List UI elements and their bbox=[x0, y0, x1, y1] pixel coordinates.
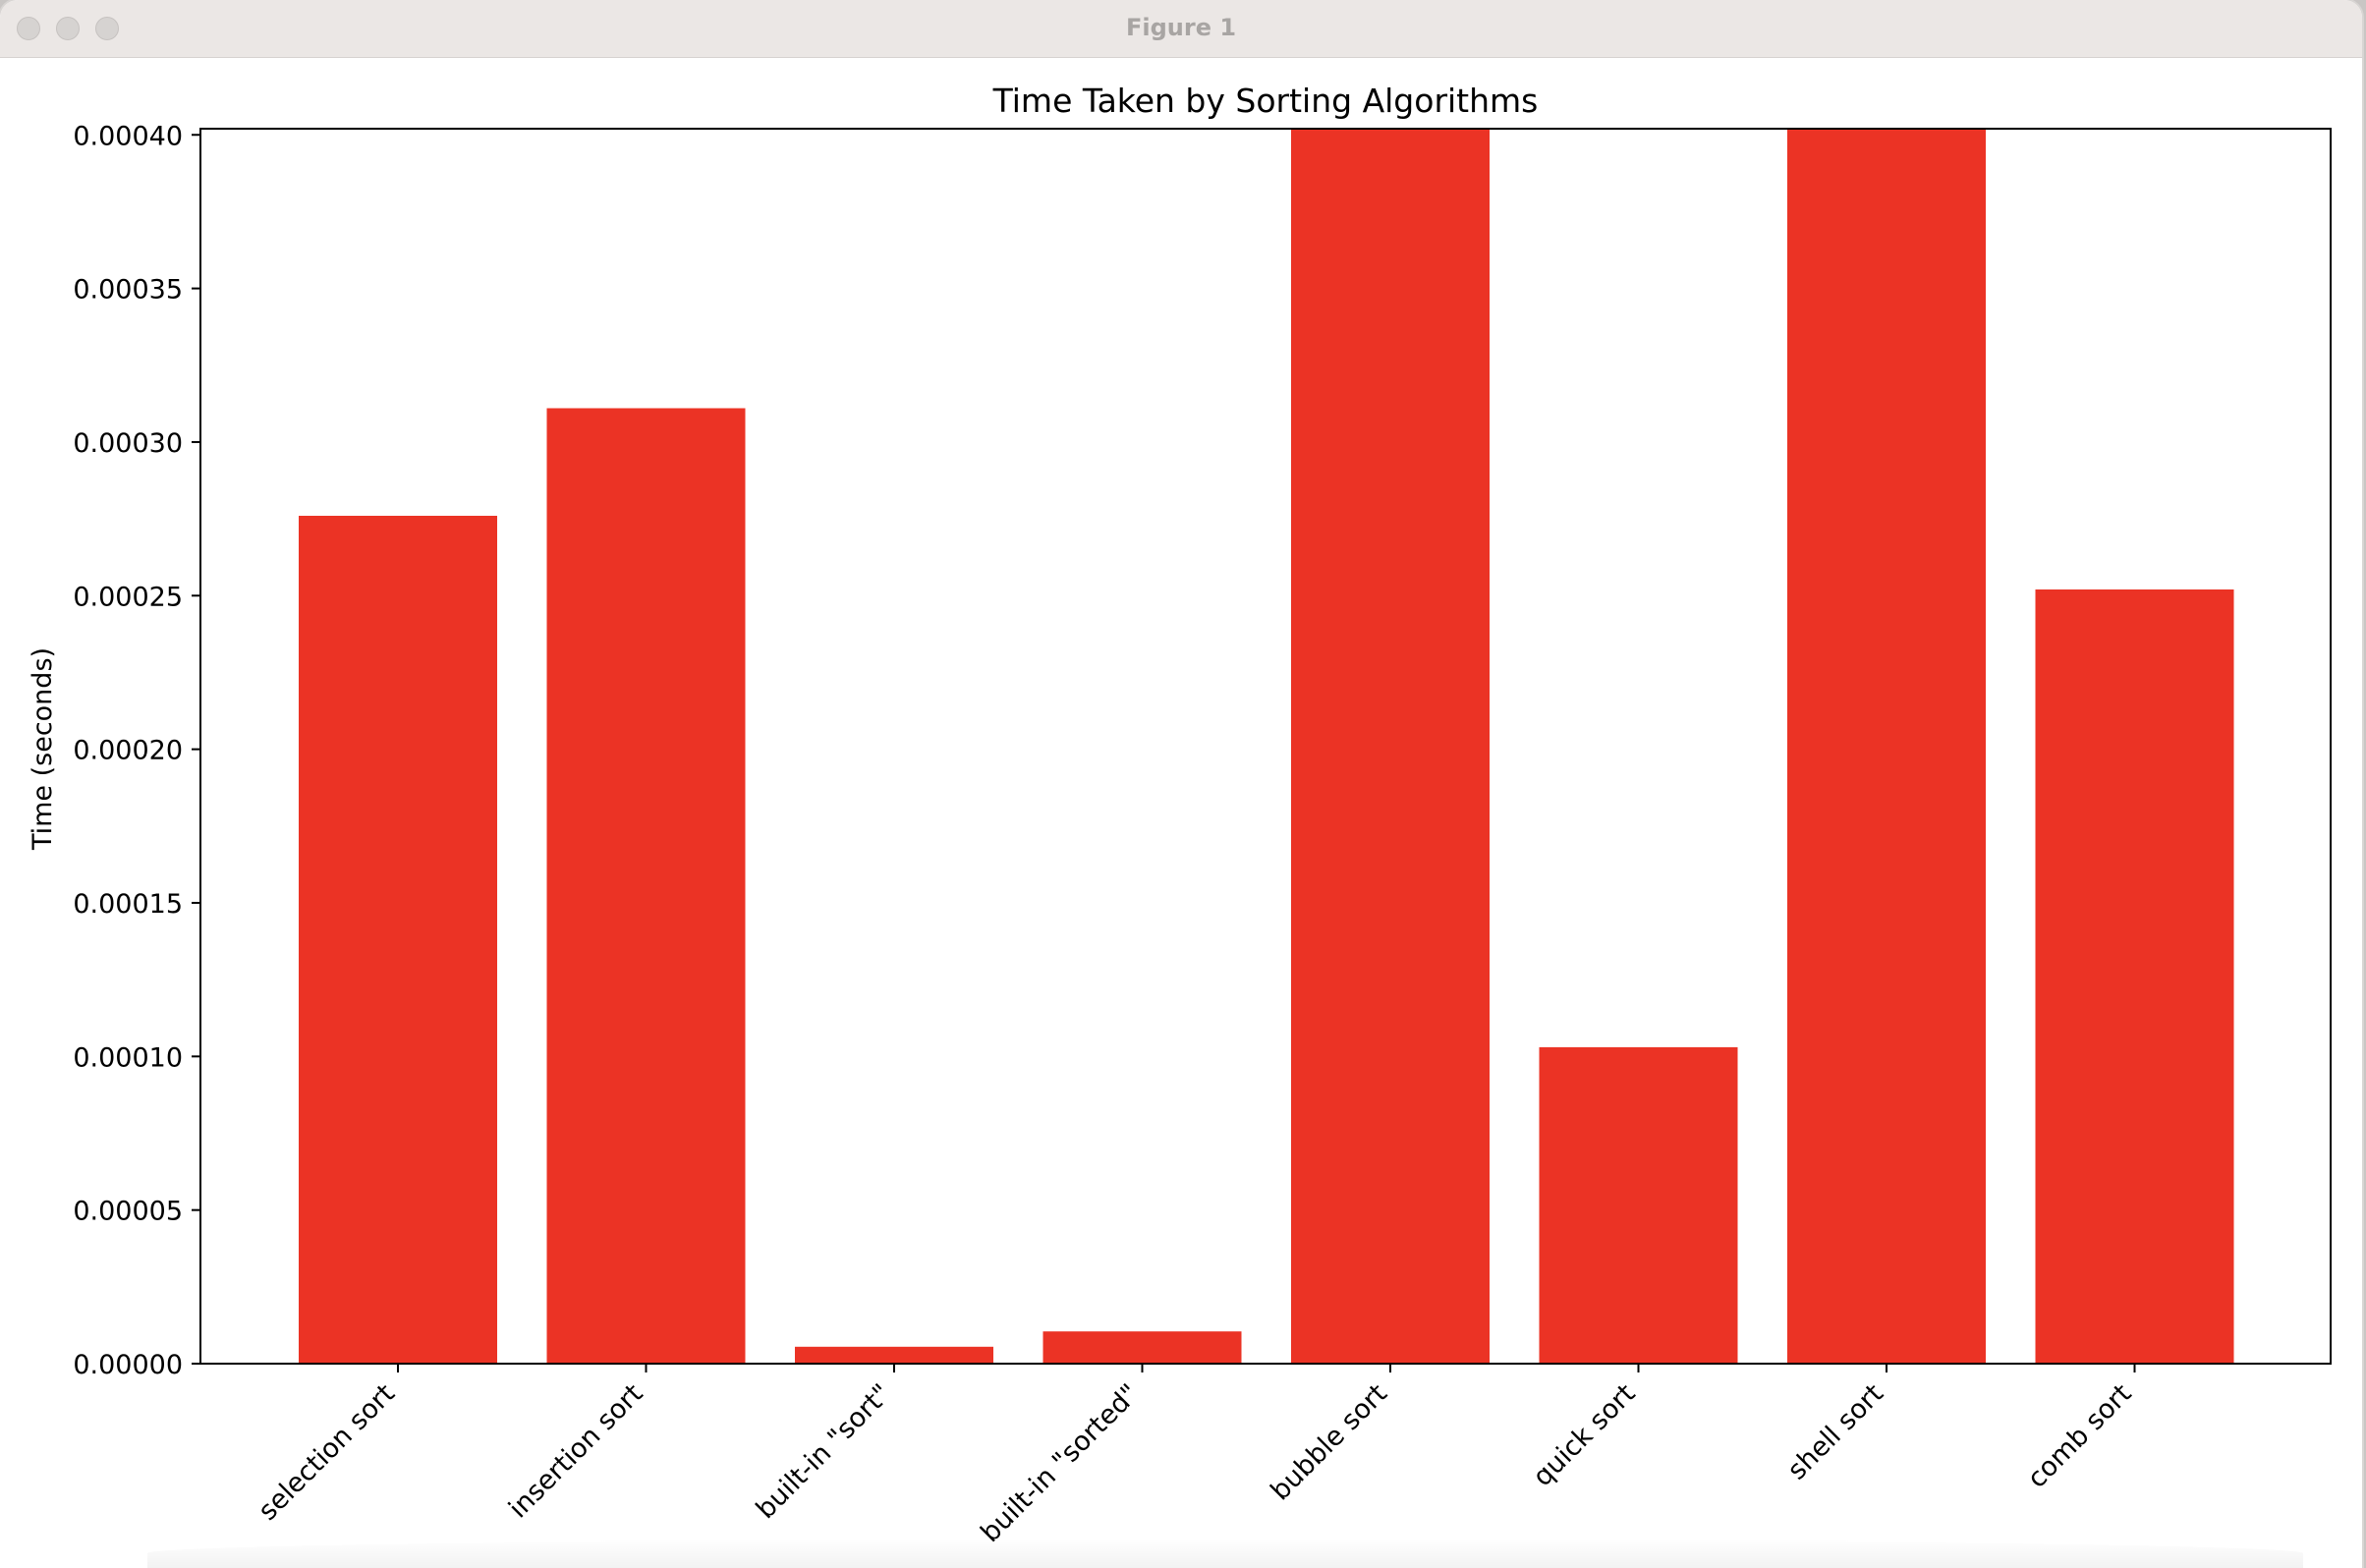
bars-group bbox=[299, 129, 2234, 1364]
x-tick-label: insertion sort bbox=[503, 1378, 648, 1524]
bar-1 bbox=[546, 408, 746, 1364]
bar-2 bbox=[795, 1346, 993, 1364]
y-tick-label: 0.00025 bbox=[73, 582, 183, 612]
bar-4 bbox=[1291, 129, 1490, 1364]
chart-title: Time Taken by Sorting Algorithms bbox=[992, 82, 1539, 120]
y-tick-label: 0.00040 bbox=[73, 121, 183, 151]
bar-3 bbox=[1042, 1331, 1242, 1364]
x-tick-label: comb sort bbox=[2022, 1378, 2138, 1494]
y-tick-label: 0.00030 bbox=[73, 428, 183, 459]
x-tick-label: quick sort bbox=[1527, 1378, 1641, 1492]
minimize-button[interactable] bbox=[56, 17, 80, 40]
bar-6 bbox=[1787, 129, 1986, 1364]
plot-frame bbox=[199, 128, 2332, 1365]
x-tick-label: shell sort bbox=[1782, 1378, 1889, 1485]
y-tick-label: 0.00010 bbox=[73, 1042, 183, 1073]
x-tick-label: selection sort bbox=[253, 1378, 401, 1527]
x-tick-label: bubble sort bbox=[1265, 1378, 1392, 1506]
title-bar[interactable]: Figure 1 bbox=[0, 0, 2362, 58]
zoom-button[interactable] bbox=[95, 17, 119, 40]
bar-7 bbox=[2035, 589, 2234, 1364]
y-axis-label: Time (seconds) bbox=[28, 647, 58, 851]
x-tick-label: built-in "sort" bbox=[751, 1378, 897, 1525]
x-tick-label: built-in "sorted" bbox=[975, 1378, 1145, 1548]
y-ticks-group: 0.00000 0.00005 0.00010 0.00015 0.00020 0.000… bbox=[73, 121, 200, 1380]
y-tick-label: 0.00035 bbox=[73, 275, 183, 306]
close-button[interactable] bbox=[17, 17, 40, 40]
x-ticks-group: selection sort insertion sort built-in "so… bbox=[253, 1364, 2137, 1548]
window-title: Figure 1 bbox=[1125, 14, 1237, 41]
bar-0 bbox=[299, 516, 497, 1364]
y-tick-label: 0.00020 bbox=[73, 736, 183, 766]
bar-5 bbox=[1539, 1046, 1738, 1364]
figure-canvas: Time Taken by Sorting Algorithms Time (s… bbox=[0, 58, 2362, 1568]
bar-chart: Time Taken by Sorting Algorithms Time (s… bbox=[28, 82, 2332, 1548]
y-tick-label: 0.00000 bbox=[73, 1350, 183, 1380]
y-tick-label: 0.00005 bbox=[73, 1197, 183, 1227]
y-tick-label: 0.00015 bbox=[73, 889, 183, 920]
